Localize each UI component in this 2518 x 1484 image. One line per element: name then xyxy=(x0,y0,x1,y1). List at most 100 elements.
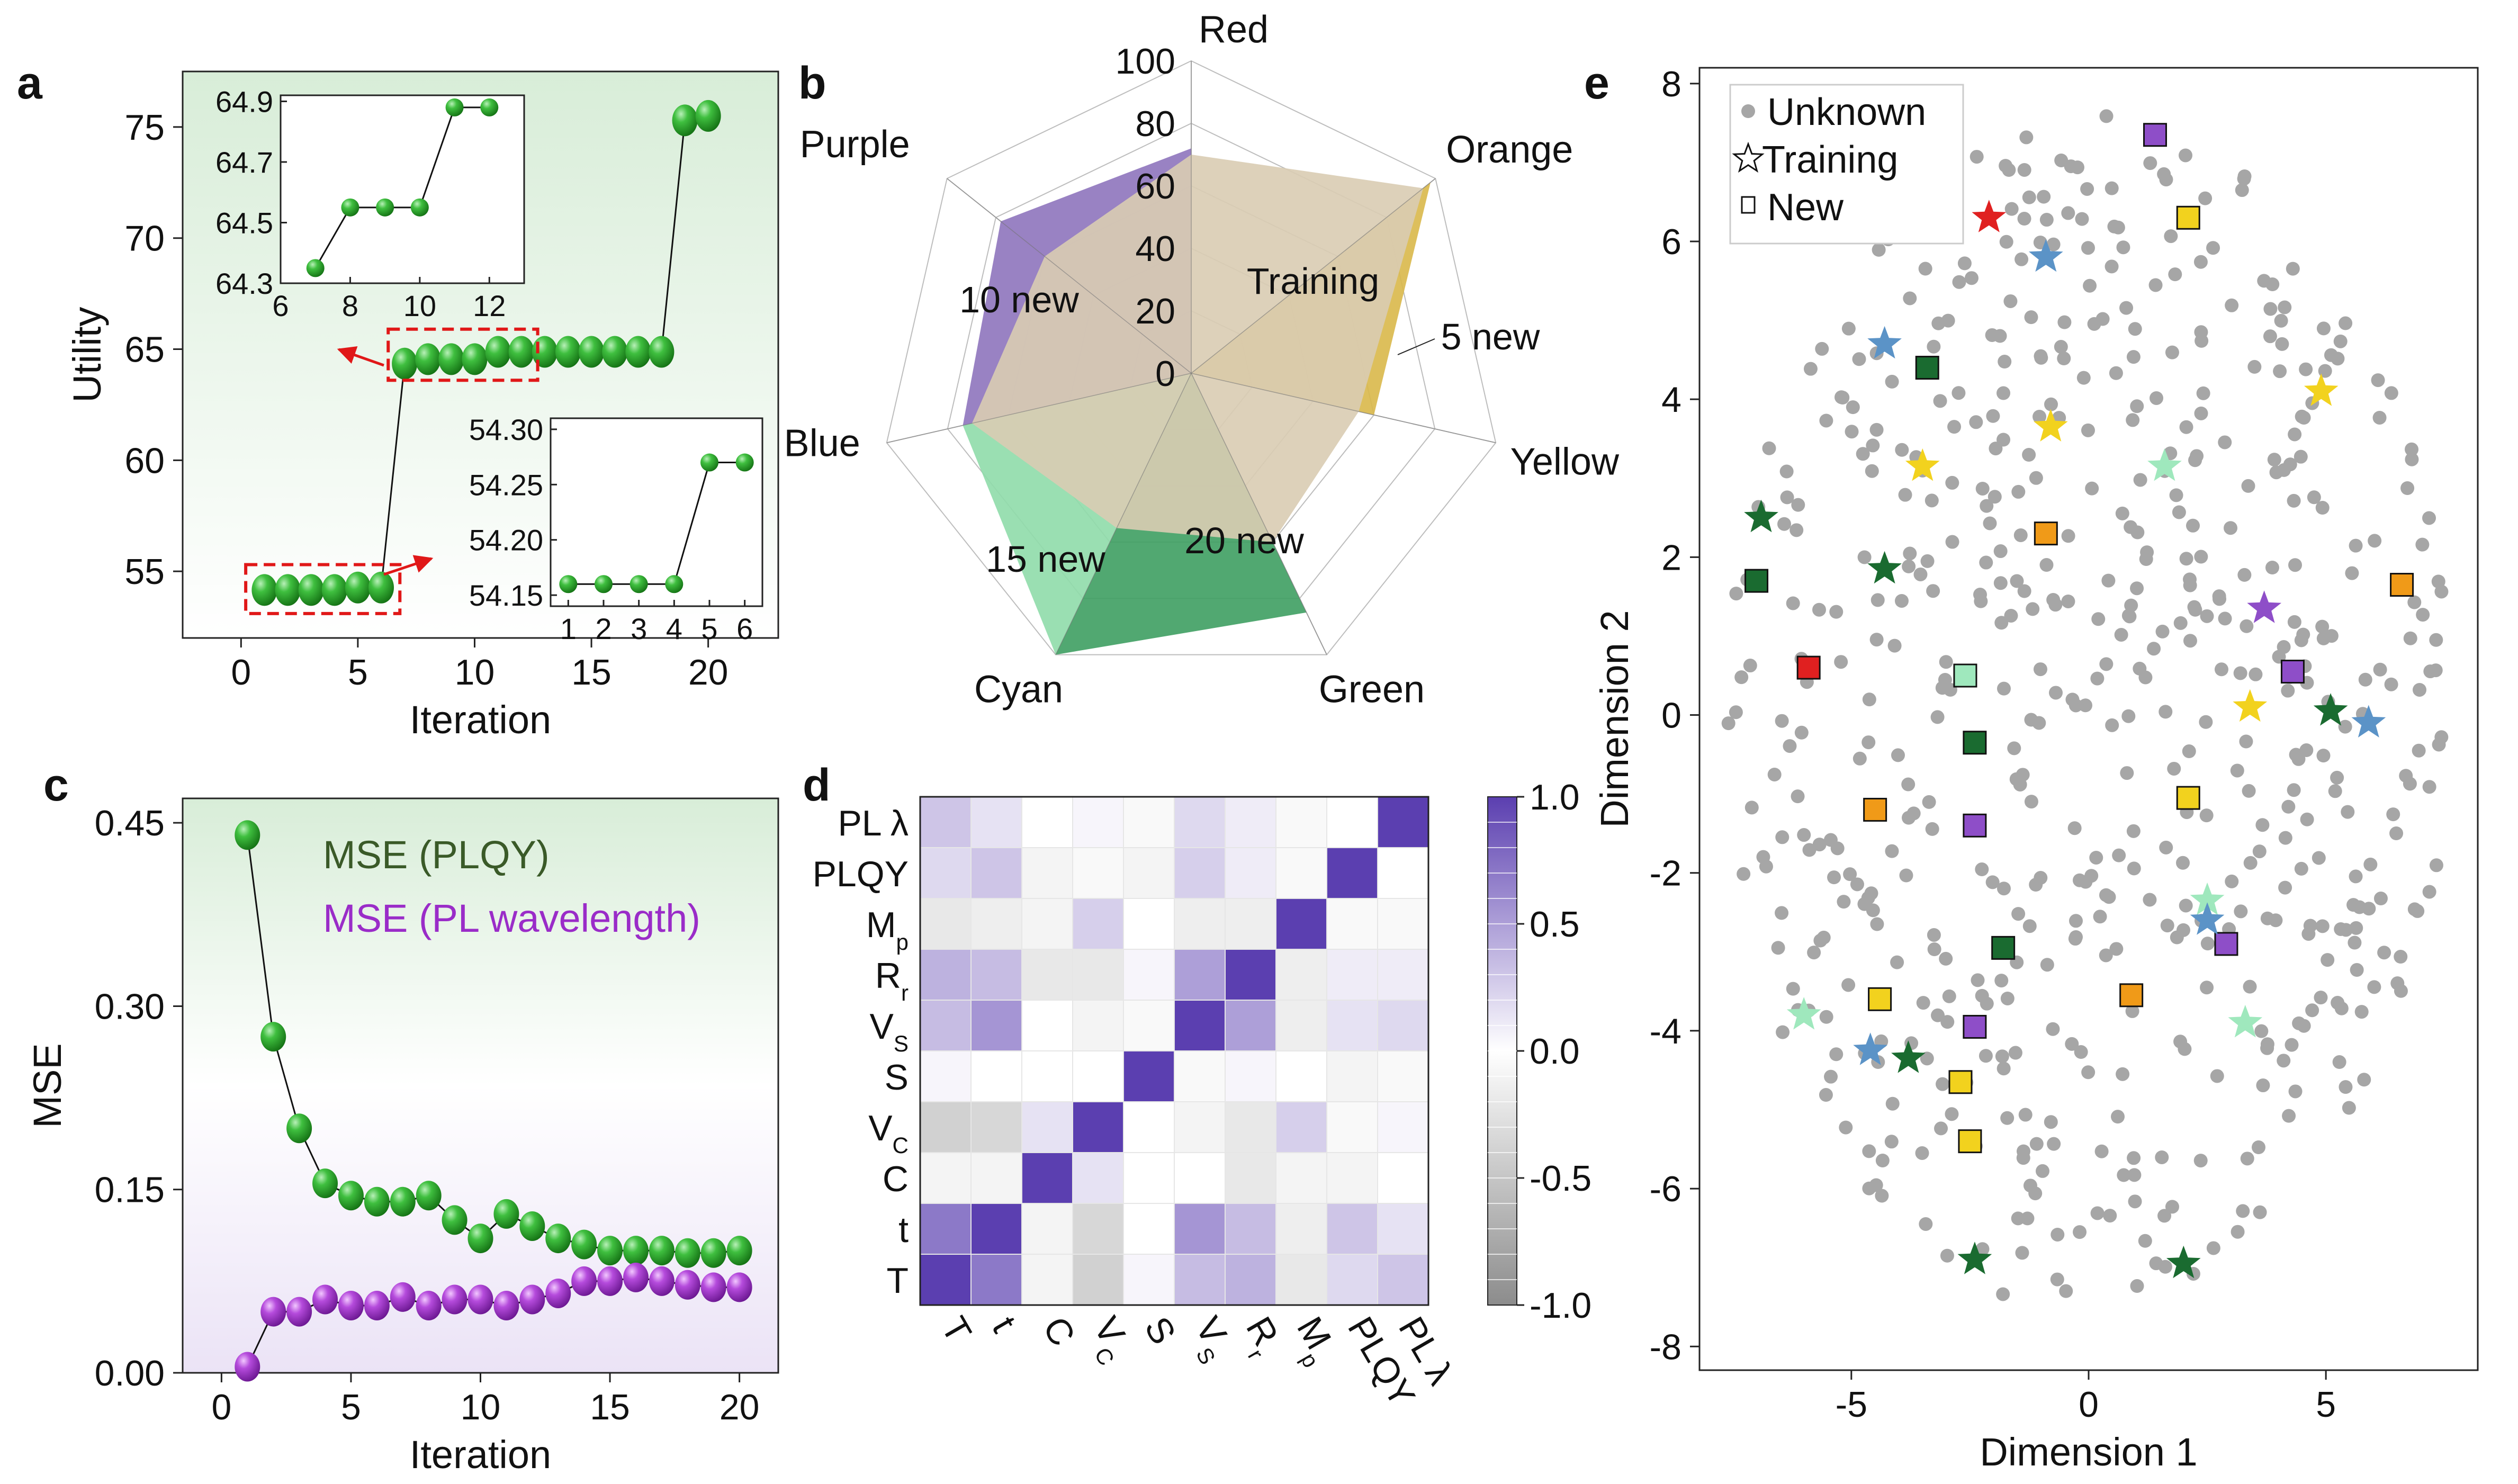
new-sample xyxy=(1963,813,1987,838)
heatmap-cell xyxy=(1326,1203,1378,1255)
new-sample xyxy=(2119,983,2144,1008)
data-point xyxy=(338,1291,364,1321)
radar-spoke-overlay xyxy=(886,373,1192,444)
heatmap-cell xyxy=(1275,1203,1327,1255)
unknown-sample xyxy=(2269,913,2283,928)
unknown-sample xyxy=(2123,609,2137,624)
heatmap-cell xyxy=(1326,949,1378,1001)
heatmap-cell xyxy=(920,1000,972,1051)
unknown-sample xyxy=(2127,1168,2142,1182)
y-tick-label: 70 xyxy=(124,219,165,259)
new-sample xyxy=(1868,987,1892,1011)
data-point xyxy=(649,1266,675,1296)
heatmap-cell xyxy=(970,949,1022,1001)
unknown-sample xyxy=(2422,780,2436,794)
unknown-sample xyxy=(1861,735,1876,750)
data-point xyxy=(364,1291,390,1321)
unknown-sample xyxy=(2230,763,2244,778)
unknown-sample xyxy=(1927,339,1941,354)
panel-b-letter: b xyxy=(798,58,826,109)
unknown-sample xyxy=(1841,978,1856,992)
data-point xyxy=(275,574,301,606)
data-point xyxy=(649,336,675,368)
radar-tick-label: 100 xyxy=(1116,41,1175,82)
x-tick-label: -5 xyxy=(1836,1384,1867,1425)
unknown-sample xyxy=(1922,795,1936,809)
unknown-sample xyxy=(2079,875,2093,889)
y-axis-label: Dimension 2 xyxy=(1593,610,1636,828)
unknown-sample xyxy=(2126,350,2141,364)
data-point xyxy=(700,1272,726,1302)
heatmap-row-label-main: M xyxy=(866,905,896,945)
inset-x-tick-label: 6 xyxy=(736,612,753,645)
new-sample xyxy=(2143,123,2167,147)
unknown-sample xyxy=(1807,946,1821,960)
unknown-sample xyxy=(2287,783,2301,797)
heatmap-cell xyxy=(1021,1203,1073,1255)
unknown-sample xyxy=(2130,1279,2144,1293)
heatmap-frame xyxy=(919,796,1429,1306)
unknown-sample xyxy=(2240,1152,2254,1166)
heatmap-cell xyxy=(1377,1254,1429,1306)
data-point xyxy=(442,1205,467,1235)
unknown-sample xyxy=(2111,1110,2125,1124)
unknown-sample xyxy=(2119,301,2134,315)
unknown-sample xyxy=(1743,659,1757,673)
heatmap-cell xyxy=(1174,949,1226,1001)
inset-y-tick-label: 54.20 xyxy=(469,524,543,557)
training-sample xyxy=(2228,1005,2263,1038)
y-tick-label: 55 xyxy=(124,552,165,592)
radar-spoke-overlay xyxy=(1191,373,1496,444)
radar-series-label-5new: 5 new xyxy=(1441,316,1540,357)
unknown-sample xyxy=(2061,529,2075,543)
heatmap-cell xyxy=(920,949,972,1001)
data-point xyxy=(571,1229,597,1260)
heatmap-row-label: PLQY xyxy=(813,854,909,894)
unknown-sample xyxy=(1940,1015,1955,1029)
unknown-sample xyxy=(1744,801,1759,815)
unknown-sample xyxy=(2312,851,2326,865)
unknown-sample xyxy=(1927,942,1941,957)
new-sample xyxy=(1991,936,2016,960)
heatmap-row-label: PL λ xyxy=(838,803,909,843)
unknown-sample xyxy=(2065,1037,2079,1051)
unknown-sample xyxy=(2176,923,2190,937)
unknown-sample xyxy=(1973,588,1987,602)
unknown-sample xyxy=(1812,838,1827,852)
unknown-sample xyxy=(2094,1144,2109,1158)
unknown-sample xyxy=(2148,278,2163,292)
heatmap-cell xyxy=(1225,796,1276,848)
heatmap-row-label-sub: C xyxy=(893,1133,909,1158)
heatmap-cell xyxy=(1275,1050,1327,1102)
heatmap-cell xyxy=(920,847,972,899)
data-point xyxy=(321,574,347,606)
y-tick-label: 2 xyxy=(1661,537,1681,578)
unknown-sample xyxy=(1952,386,1966,400)
unknown-sample xyxy=(2265,561,2279,575)
unknown-sample xyxy=(2301,927,2316,941)
unknown-sample xyxy=(2022,448,2036,462)
unknown-sample xyxy=(2059,1284,2073,1298)
unknown-sample xyxy=(1945,475,1959,490)
heatmap-cell xyxy=(1377,949,1429,1001)
unknown-sample xyxy=(1985,328,1999,342)
unknown-sample xyxy=(2407,902,2422,916)
data-point xyxy=(235,820,260,850)
unknown-sample xyxy=(2004,202,2019,216)
y-tick-label: 0.45 xyxy=(95,803,165,843)
new-sample xyxy=(1744,569,1769,593)
heatmap-row-label-main: V xyxy=(868,1108,893,1148)
unknown-sample xyxy=(2061,594,2075,608)
unknown-sample xyxy=(2112,848,2126,862)
heatmap-cell xyxy=(1072,796,1124,848)
unknown-sample xyxy=(2196,386,2210,400)
unknown-sample xyxy=(2403,631,2417,645)
unknown-sample xyxy=(2003,294,2018,308)
data-point xyxy=(390,1282,416,1312)
unknown-sample xyxy=(2195,334,2209,348)
unknown-sample xyxy=(1846,400,1860,415)
unknown-sample xyxy=(1934,1121,1948,1136)
unknown-sample xyxy=(2048,686,2063,700)
heatmap-cell xyxy=(970,1203,1022,1255)
unknown-sample xyxy=(2029,1137,2044,1151)
